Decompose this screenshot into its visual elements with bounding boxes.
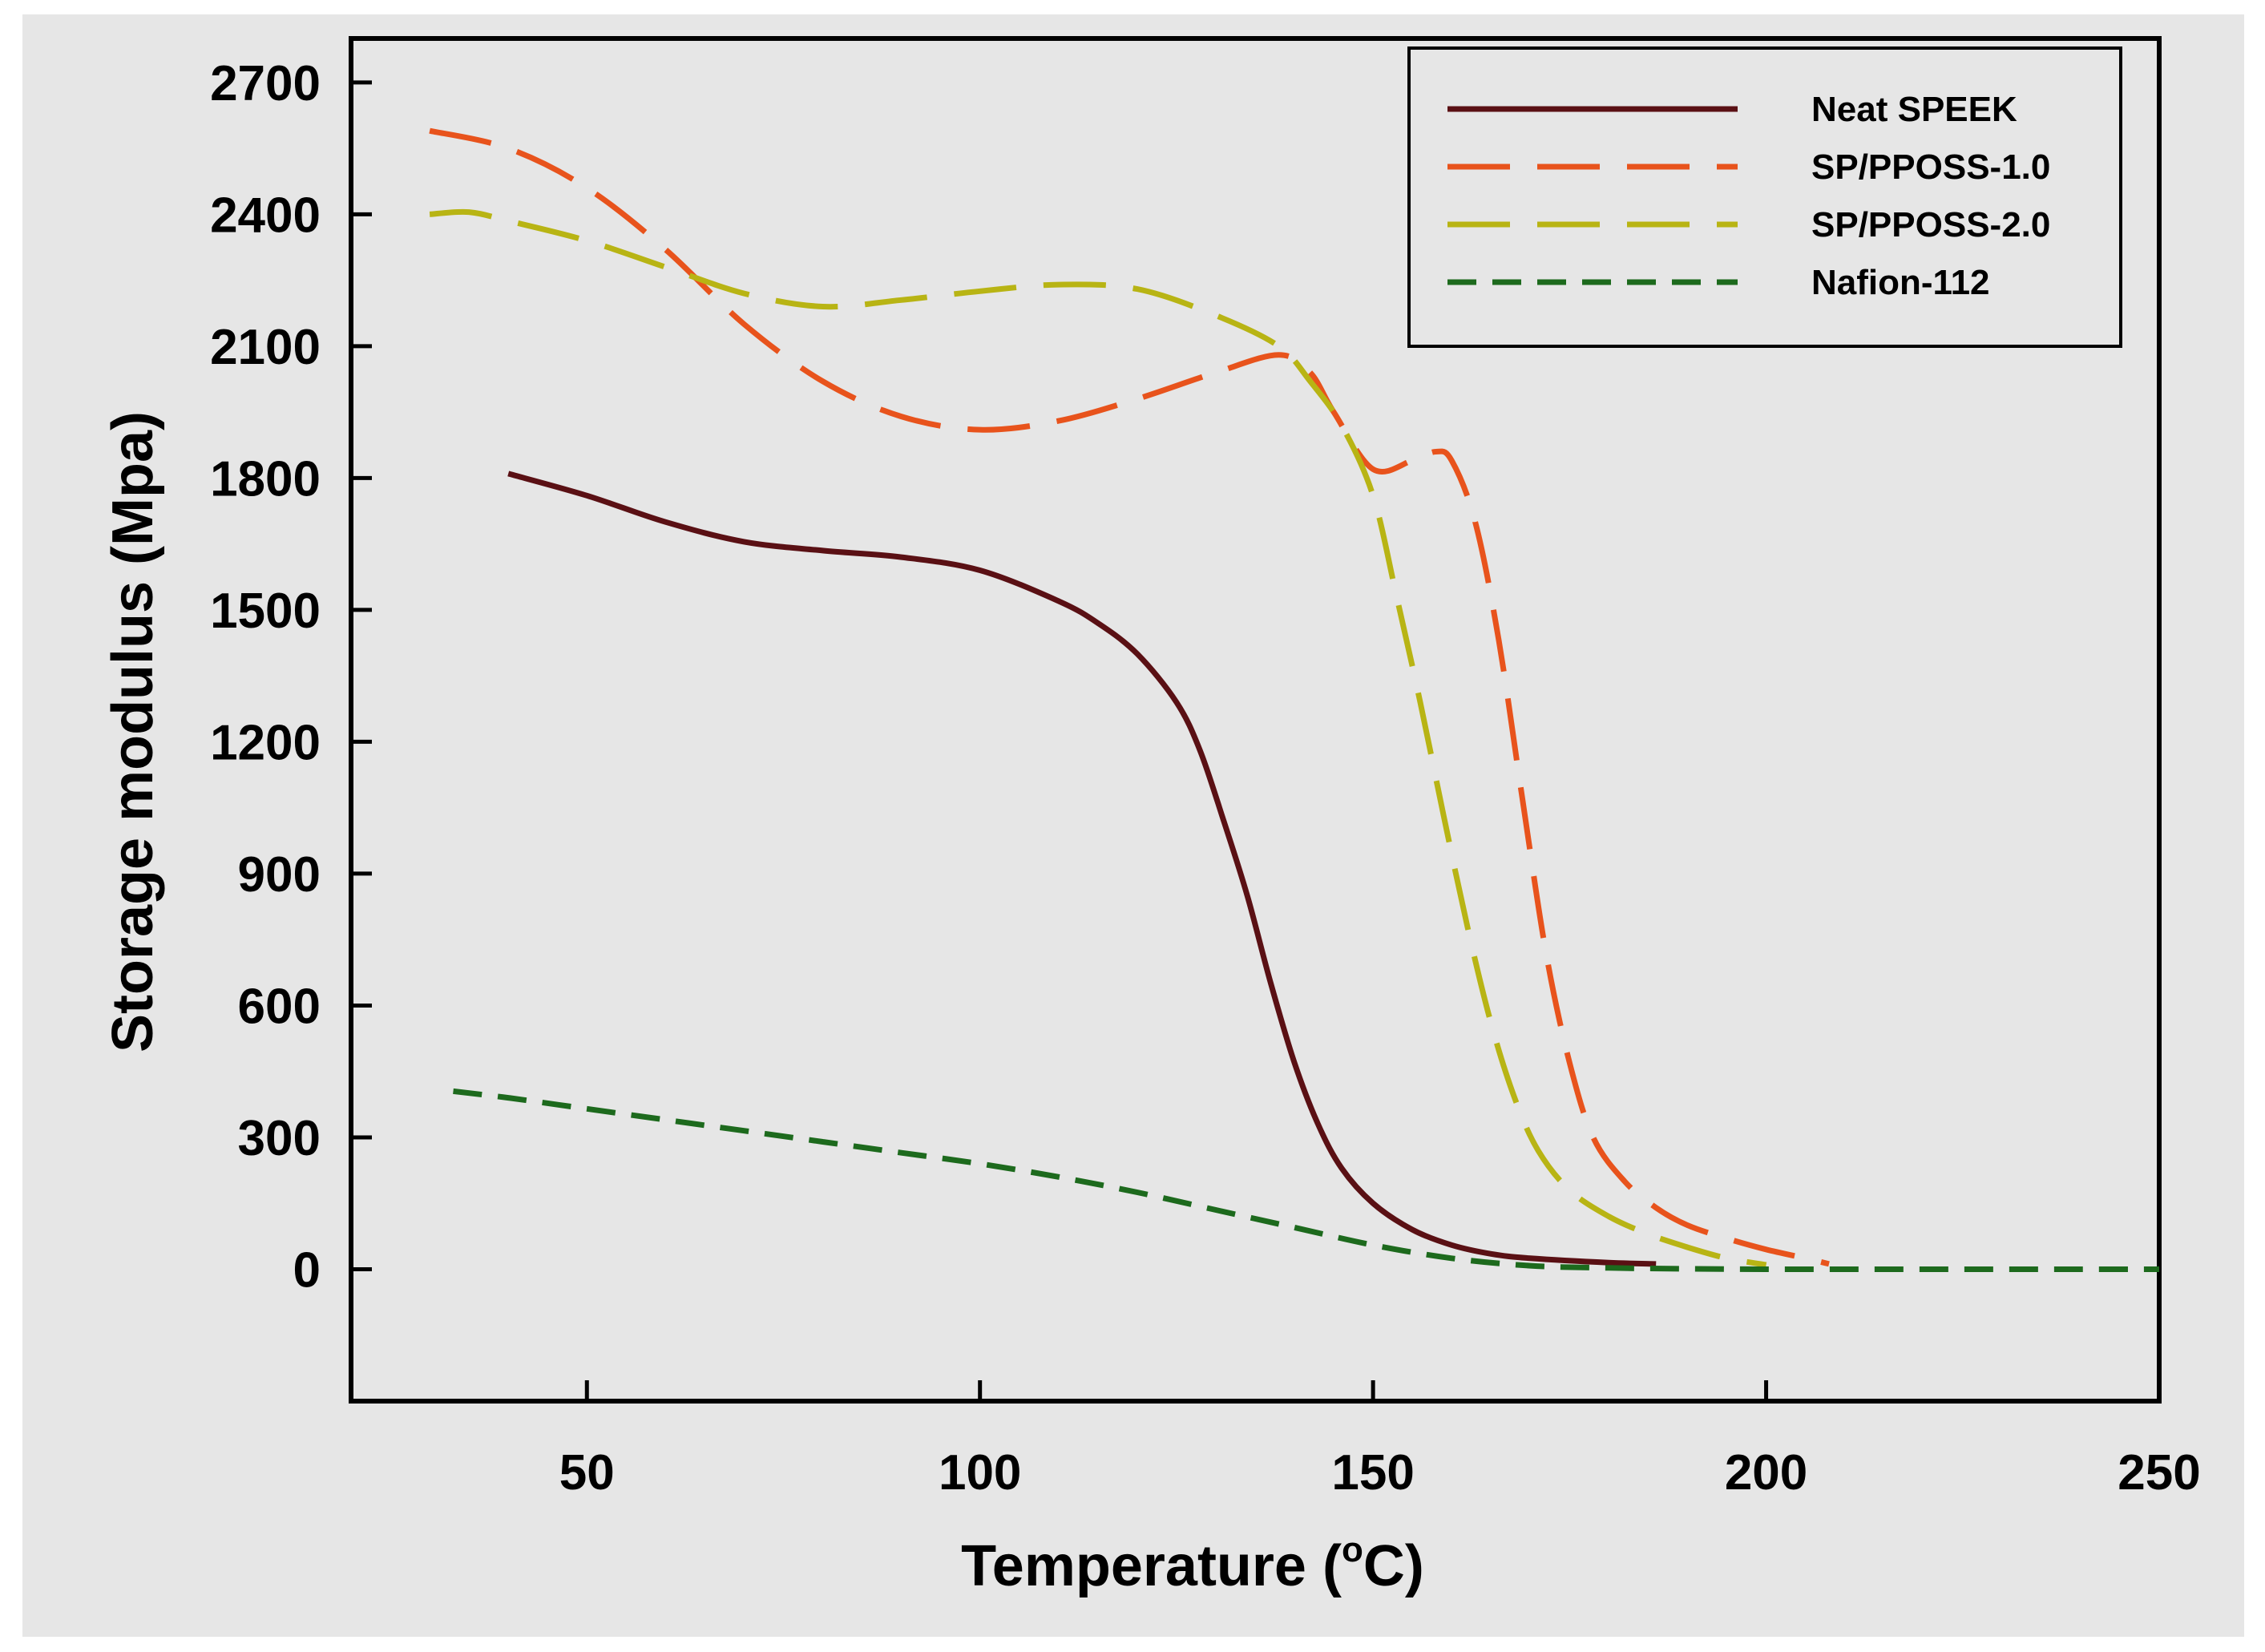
- chart-svg: 0 300 600 900 1200 1500 1800 2100 2400 2700 50 100…: [101, 36, 2201, 1598]
- x-axis-ticks: 50 100 150 200 250: [559, 1380, 2201, 1501]
- y-tick-label: 900: [238, 847, 321, 903]
- x-axis-title-main: Temperature (: [961, 1534, 1342, 1598]
- y-axis-ticks: 0 300 600 900 1200 1500 1800 2100 2400 2700: [210, 56, 372, 1298]
- x-axis-title-unit: C): [1363, 1534, 1424, 1598]
- legend-label: SP/PPOSS-1.0: [1811, 147, 2050, 187]
- x-tick-label: 200: [1725, 1445, 1807, 1501]
- series-line-nafion-112: [453, 1088, 2159, 1273]
- x-axis-title: Temperature (oC): [961, 1530, 1424, 1598]
- legend-label: SP/PPOSS-2.0: [1811, 205, 2050, 244]
- y-axis-title: Storage modulus (Mpa): [101, 411, 165, 1052]
- x-axis-title-degree: o: [1342, 1530, 1363, 1569]
- x-tick-label: 150: [1331, 1445, 1414, 1501]
- legend-label: Nafion-112: [1811, 263, 1990, 302]
- legend-box: [1407, 46, 2122, 348]
- legend: Neat SPEEK SP/PPOSS-1.0 SP/PPOSS-2.0 Nafion…: [1407, 46, 2122, 348]
- y-tick-label: 2700: [210, 56, 321, 111]
- series-line-neat-speek: [507, 471, 1657, 1267]
- y-tick-label: 1500: [210, 584, 321, 639]
- series-line-sp-pposs-2-0: [429, 208, 1767, 1268]
- y-tick-label: 1800: [210, 451, 321, 507]
- legend-items: Neat SPEEK SP/PPOSS-1.0 SP/PPOSS-2.0 Nafion…: [1447, 90, 2050, 302]
- chart-background: 0 300 600 900 1200 1500 1800 2100 2400 2700 50 100…: [22, 14, 2244, 1637]
- y-tick-label: 1200: [210, 715, 321, 770]
- y-tick-label: 600: [238, 979, 321, 1034]
- y-tick-label: 300: [238, 1111, 321, 1166]
- y-tick-label: 0: [293, 1242, 321, 1298]
- series-line-sp-pposs-1-0: [429, 127, 1830, 1267]
- y-tick-label: 2100: [210, 320, 321, 375]
- x-tick-label: 250: [2118, 1445, 2200, 1501]
- series-layer: [429, 127, 2159, 1273]
- legend-label: Neat SPEEK: [1811, 90, 2017, 129]
- y-tick-label: 2400: [210, 188, 321, 243]
- x-tick-label: 100: [939, 1445, 1021, 1501]
- x-tick-label: 50: [559, 1445, 615, 1501]
- plot-frame: [349, 36, 2162, 1404]
